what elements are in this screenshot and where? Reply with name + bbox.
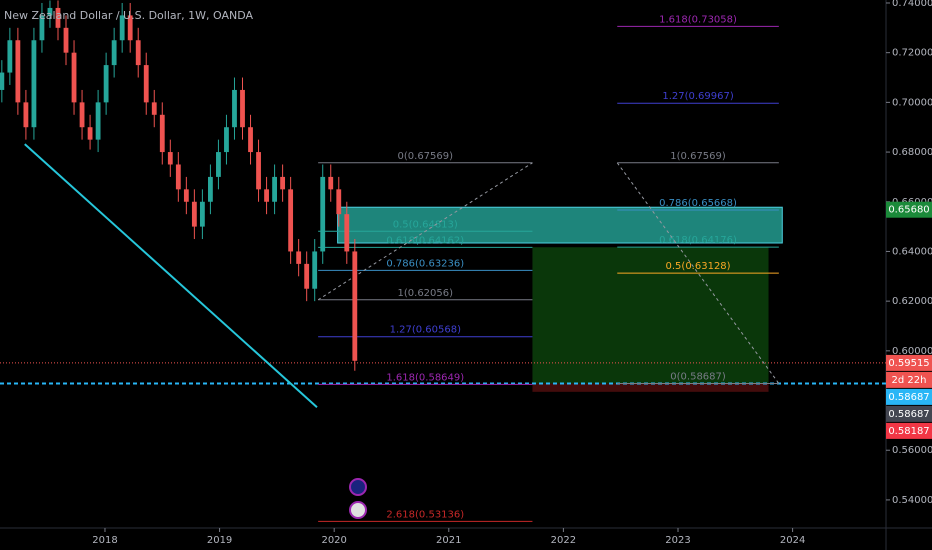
fib-label: 0.618(0.64162) xyxy=(386,235,464,246)
flag-icons xyxy=(349,478,367,519)
y-tick-label: 0.74000 xyxy=(892,0,932,9)
trendline xyxy=(24,143,318,408)
y-tick-label: 0.56000 xyxy=(892,445,932,456)
candle-body xyxy=(47,7,53,16)
fib-label: 1(0.67569) xyxy=(670,151,726,162)
candle-body xyxy=(119,15,125,41)
candle-body xyxy=(167,152,173,165)
y-tick-label: 0.72000 xyxy=(892,48,932,59)
candle-body xyxy=(111,40,117,66)
candle-body xyxy=(240,89,245,128)
fib-label: 0(0.67569) xyxy=(398,151,454,162)
candle-body xyxy=(336,189,342,215)
fib-label: 0.618(0.64176) xyxy=(659,235,737,246)
fib-label: 2.618(0.53136) xyxy=(386,509,464,520)
price-tag xyxy=(886,201,932,218)
candle-body xyxy=(127,15,133,41)
y-tick-label: 0.54000 xyxy=(892,495,932,506)
candle-body xyxy=(15,40,21,103)
candle-body xyxy=(320,176,326,252)
y-tick-label: 0.60000 xyxy=(892,346,932,357)
candle-body xyxy=(79,102,85,128)
chart-title: New Zealand Dollar / U.S. Dollar, 1W, OA… xyxy=(4,9,254,22)
zone xyxy=(532,383,769,392)
candle-body xyxy=(208,176,213,202)
fib-label: 1.27(0.69967) xyxy=(662,91,734,102)
candle-body xyxy=(224,127,229,153)
price-tag xyxy=(886,405,932,422)
candle-body xyxy=(39,15,45,41)
candle-body xyxy=(296,251,302,264)
candle-body xyxy=(288,189,294,252)
candle-body xyxy=(135,40,141,66)
candle-body xyxy=(256,152,261,190)
price-tag-label: 0.58687 xyxy=(888,392,929,403)
fib-label: 0.786(0.63236) xyxy=(386,258,464,269)
candle-body xyxy=(280,176,286,190)
price-tag-label: 0.65680 xyxy=(888,205,929,216)
candle-body xyxy=(304,263,310,289)
candle-body xyxy=(248,127,253,153)
fib-label: 1.618(0.73058) xyxy=(659,14,737,25)
candle-body xyxy=(55,7,61,28)
fib-label: 1.618(0.58649) xyxy=(386,372,464,383)
candle-body xyxy=(143,65,149,103)
candle-body xyxy=(352,251,358,361)
candle-body xyxy=(159,114,165,153)
candle-body xyxy=(63,27,69,53)
price-tag-label: 0.59515 xyxy=(888,358,929,369)
candle-body xyxy=(175,164,181,190)
x-tick-label: 2024 xyxy=(780,535,805,546)
fib-label: 1.27(0.60568) xyxy=(390,325,462,336)
price-tag-label: 2d 22h xyxy=(892,375,927,386)
price-tag xyxy=(886,371,932,388)
price-tag-label: 0.58187 xyxy=(888,426,929,437)
candle-body xyxy=(344,214,350,252)
candle-body xyxy=(183,189,189,202)
candle-body xyxy=(216,152,221,177)
fib-label: 0.5(0.63128) xyxy=(666,261,731,272)
x-tick-label: 2019 xyxy=(207,535,232,546)
y-tick-label: 0.70000 xyxy=(892,97,932,108)
fib-label: 0.786(0.65668) xyxy=(659,198,737,209)
y-tick-label: 0.62000 xyxy=(892,296,932,307)
price-tag xyxy=(886,422,932,439)
candle-body xyxy=(95,102,101,140)
candle-body xyxy=(264,189,269,202)
price-tag-label: 0.58687 xyxy=(888,409,929,420)
flag-icon xyxy=(349,501,367,519)
x-tick-label: 2023 xyxy=(665,535,690,546)
candle-body xyxy=(87,127,93,140)
x-tick-label: 2020 xyxy=(321,535,346,546)
y-tick-label: 0.68000 xyxy=(892,147,932,158)
x-tick-label: 2018 xyxy=(92,535,117,546)
plot: 0(0.67569) 0.5(0.64813) 0.618(0.64162) 0.78… xyxy=(0,0,886,522)
candle-body xyxy=(71,52,77,103)
candle-body xyxy=(23,102,29,128)
candle-body xyxy=(151,102,157,115)
fib-label: 1(0.62056) xyxy=(398,288,454,299)
candle-body xyxy=(328,176,334,190)
price-tag xyxy=(886,388,932,405)
candle-body xyxy=(272,176,277,202)
x-tick-label: 2021 xyxy=(436,535,461,546)
candle-body xyxy=(31,40,37,128)
candle-body xyxy=(232,89,237,128)
fib-label: 0(0.58687) xyxy=(670,371,726,382)
zone xyxy=(532,247,769,384)
zone xyxy=(337,206,783,244)
candle-body xyxy=(191,201,197,227)
candle-body xyxy=(7,40,13,73)
candle-body xyxy=(0,72,5,90)
candle-body xyxy=(312,251,318,289)
y-tick-label: 0.64000 xyxy=(892,246,932,257)
fib-label: 0.5(0.64813) xyxy=(393,219,458,230)
price-tag xyxy=(886,354,932,371)
x-tick-label: 2022 xyxy=(551,535,576,546)
candle-body xyxy=(199,201,205,227)
candle-body xyxy=(103,65,109,103)
flag-icon xyxy=(349,478,367,496)
